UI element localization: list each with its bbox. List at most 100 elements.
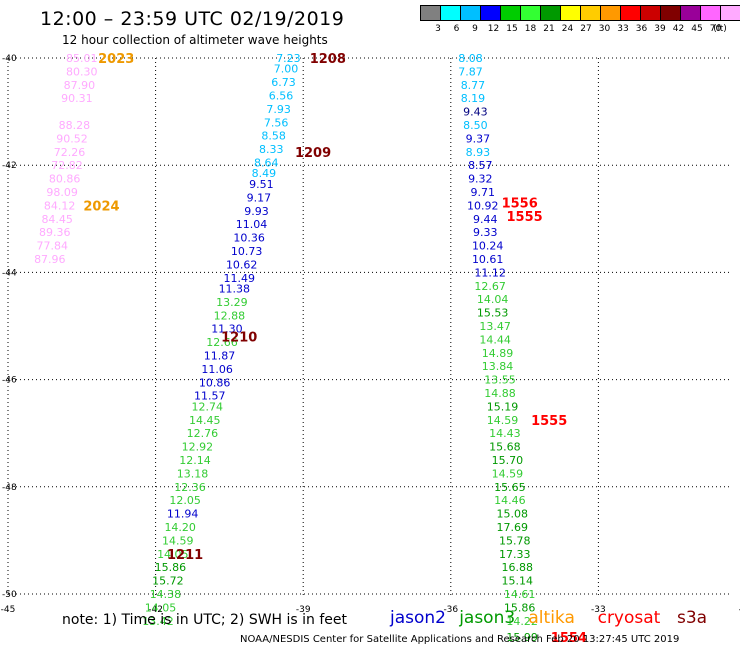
wave-height-value: 9.43: [463, 106, 488, 119]
wave-height-value: 10.73: [231, 245, 263, 258]
page-title: 12:00 – 23:59 UTC 02/19/2019: [40, 8, 345, 30]
wave-height-value: 14.59: [162, 534, 194, 547]
lat-tick-label: -48: [2, 483, 17, 493]
wave-height-value: 13.55: [484, 374, 516, 387]
wave-height-value: 7.93: [266, 103, 291, 116]
wave-height-value: 11.87: [204, 349, 236, 362]
wave-height-value: 17.69: [497, 521, 529, 534]
wave-height-value: 14.44: [479, 333, 511, 346]
wave-height-value: 10.36: [233, 232, 265, 245]
wave-height-value: 14.04: [477, 293, 509, 306]
wave-height-value: 14.05: [145, 601, 177, 614]
legend-labels: 3 6 9 12 15 18 21 24 27 30 33 36 39 42 45 70 (ft): [420, 24, 740, 36]
wave-height-value: 14.20: [164, 521, 196, 534]
wave-height-value: 9.51: [249, 178, 274, 191]
map-grid: [7, 57, 732, 598]
wave-height-value: 80.86: [49, 173, 81, 186]
track-time-label: 2023: [98, 52, 134, 67]
wave-height-value: 13.29: [216, 296, 248, 309]
wave-height-value: 13.47: [479, 320, 511, 333]
track-time-label: 1556: [502, 197, 538, 212]
wave-height-value: 8.49: [252, 167, 277, 180]
wave-height-value: 98.09: [46, 186, 78, 199]
wave-height-value: 14.46: [494, 494, 526, 507]
wave-height-value: 15.19: [487, 400, 519, 413]
wave-height-value: 12.67: [474, 280, 506, 293]
wave-height-value: 12.76: [187, 427, 219, 440]
legend-label: 12: [487, 24, 500, 34]
lon-tick-label: -45: [1, 605, 16, 615]
legend-label: 27: [580, 24, 592, 34]
track-time-label: 1555: [531, 414, 567, 429]
wave-height-value: 8.08: [458, 52, 483, 65]
track-time-label: 1555: [507, 210, 543, 225]
lon-tick-label: -36: [443, 605, 458, 615]
legend-label: 21: [543, 24, 555, 34]
wave-height-value: 8.58: [261, 130, 286, 143]
lat-tick-label: -42: [2, 161, 17, 171]
wave-height-value: 16.88: [501, 561, 533, 574]
wave-height-value: 11.30: [211, 323, 243, 336]
legend-label: 3: [435, 24, 441, 34]
wave-height-value: 14.59: [487, 414, 519, 427]
page-subtitle: 12 hour collection of altimeter wave hei…: [62, 33, 328, 47]
wave-height-value: 14.59: [492, 467, 524, 480]
legend-label: 24: [561, 24, 574, 34]
wave-height-value: 87.96: [34, 253, 66, 266]
wave-height-value: 9.93: [244, 205, 269, 218]
wave-height-value: 9.32: [468, 173, 493, 186]
wave-height-value: 15.08: [497, 508, 529, 521]
lon-tick-label: -30: [739, 605, 740, 615]
lat-tick-label: -44: [2, 268, 17, 278]
satellite-altika: altika: [528, 608, 575, 628]
wave-height-value: 15.72: [152, 575, 184, 588]
wave-height-value: 11.49: [223, 272, 255, 285]
wave-height-value: 87.90: [64, 79, 96, 92]
wave-height-value: 14.38: [150, 588, 182, 601]
wave-height-value: 12.88: [214, 309, 246, 322]
wave-height-value: 15.78: [499, 534, 531, 547]
wave-height-value: 7.56: [264, 116, 289, 129]
lon-tick-label: -33: [591, 605, 606, 615]
lon-tick-label: -39: [296, 605, 311, 615]
wave-height-value: 7.87: [458, 65, 483, 78]
track-time-label: 1208: [310, 52, 346, 67]
wave-height-value: 15.86: [155, 561, 187, 574]
track-time-label: 2024: [83, 199, 119, 214]
legend-label: (ft): [713, 24, 727, 34]
wave-height-value: 8.57: [468, 159, 493, 172]
wave-height-value: 72.26: [54, 146, 86, 159]
footer-note: note: 1) Time is in UTC; 2) SWH is in fe…: [62, 612, 348, 628]
wave-height-value: 9.71: [471, 186, 496, 199]
satellite-jason2: jason2: [390, 608, 446, 628]
lat-tick-label: -40: [2, 54, 17, 64]
legend-label: 70: [709, 24, 722, 34]
legend-label: 18: [524, 24, 537, 34]
wave-height-value: 12.36: [174, 481, 206, 494]
wave-height-value: 72.82: [51, 159, 83, 172]
wave-height-value: 12.92: [182, 441, 214, 454]
wave-height-value: 13.42: [142, 615, 174, 628]
wave-height-value: 11.38: [219, 282, 251, 295]
wave-height-value: 14.61: [504, 588, 536, 601]
legend-label: 36: [635, 24, 648, 34]
lat-tick-label: -46: [2, 376, 17, 386]
wave-height-value: 84.45: [41, 213, 73, 226]
wave-height-value: 14.22: [506, 615, 538, 628]
wave-height-value: 8.50: [463, 119, 488, 132]
wave-height-value: 77.84: [37, 240, 69, 253]
legend-label: 42: [672, 24, 685, 34]
wave-height-value: 13.84: [482, 360, 514, 373]
credit-line: NOAA/NESDIS Center for Satellite Applica…: [240, 634, 680, 645]
wave-height-value: 8.93: [466, 146, 491, 159]
wave-height-value: 15.65: [494, 481, 526, 494]
wave-height-value: 12.05: [169, 494, 201, 507]
wave-height-value: 11.04: [236, 218, 268, 231]
wave-height-value: 11.06: [201, 363, 233, 376]
wave-height-value: 6.56: [269, 90, 294, 103]
wave-height-value: 10.24: [472, 240, 504, 253]
wave-height-value: 9.37: [466, 132, 491, 145]
wave-height-value: 7.23: [276, 52, 301, 65]
wave-height-value: 9.44: [473, 213, 498, 226]
